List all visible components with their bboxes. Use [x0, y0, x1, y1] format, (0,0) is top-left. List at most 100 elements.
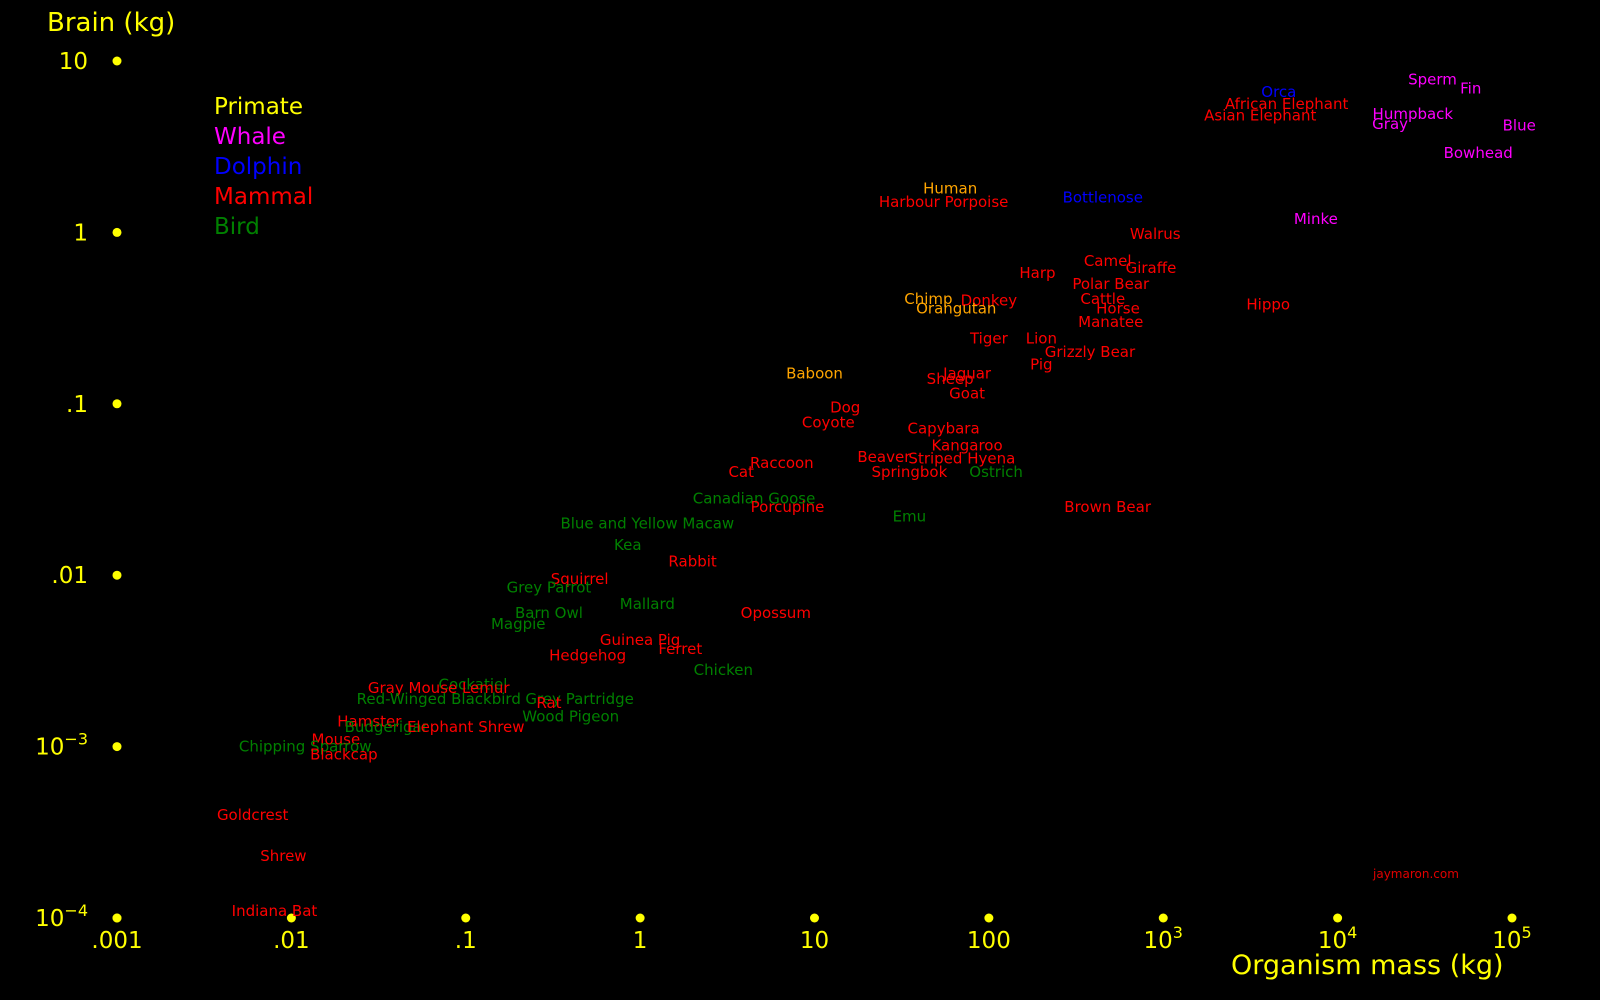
point-label-grey-parrot: Grey Parrot: [507, 578, 592, 596]
point-label-coyote: Coyote: [802, 413, 855, 431]
point-label-rabbit: Rabbit: [668, 553, 716, 571]
point-label-blackcap: Blackcap: [310, 745, 378, 763]
x-tick-dot-10000: [1333, 913, 1343, 923]
point-label-harbour-porpoise: Harbour Porpoise: [879, 193, 1009, 211]
point-label-bottlenose: Bottlenose: [1063, 188, 1143, 206]
x-tick-label-1000: 103: [1144, 923, 1183, 954]
point-label-emu: Emu: [893, 508, 927, 526]
x-tick-dot-0-01: [286, 913, 296, 923]
point-label-blue-and-yellow-macaw: Blue and Yellow Macaw: [560, 515, 734, 533]
point-label-raccoon: Raccoon: [750, 454, 814, 472]
point-label-chimp: Chimp: [904, 290, 952, 308]
point-label-jaguar: Jaguar: [942, 365, 992, 383]
point-label-minke: Minke: [1294, 210, 1338, 228]
point-label-gray-mouse-lemur: Gray Mouse Lemur: [368, 679, 511, 697]
x-tick-label-0-1: .1: [455, 928, 477, 954]
point-label-ferret: Ferret: [658, 640, 702, 658]
legend-entry-mammal: Mammal: [214, 184, 314, 210]
point-label-grizzly-bear: Grizzly Bear: [1045, 343, 1136, 361]
point-label-sheep: Sheep: [927, 370, 974, 388]
legend: Primate Whale Dolphin Mammal Bird: [214, 92, 313, 242]
point-label-tiger: Tiger: [969, 330, 1009, 348]
point-label-hippo: Hippo: [1246, 295, 1290, 313]
point-label-orca: Orca: [1261, 83, 1296, 101]
point-label-opossum: Opossum: [741, 604, 811, 622]
x-tick-label-100: 100: [967, 928, 1011, 954]
point-label-mouse: Mouse: [312, 731, 361, 749]
x-axis-label: Organism mass (kg): [1231, 950, 1504, 981]
x-tick-dot-1: [635, 913, 645, 923]
point-label-blue: Blue: [1503, 117, 1536, 135]
point-label-elephant-shrew: Elephant Shrew: [407, 718, 525, 736]
point-label-polar-bear: Polar Bear: [1072, 275, 1150, 293]
y-tick-label-0-0001: 10−4: [35, 901, 88, 932]
x-tick-label-10: 10: [800, 928, 829, 954]
point-label-horse: Horse: [1096, 299, 1140, 317]
point-label-porcupine: Porcupine: [751, 498, 825, 516]
point-label-mallard: Mallard: [620, 595, 675, 613]
legend-entry-bird: Bird: [214, 214, 260, 240]
y-tick-dot-0-1: [112, 399, 122, 409]
x-tick-label-10000: 104: [1318, 923, 1357, 954]
point-label-baboon: Baboon: [786, 365, 843, 383]
point-label-ostrich: Ostrich: [969, 463, 1023, 481]
point-label-goldcrest: Goldcrest: [217, 806, 289, 824]
point-label-kangaroo: Kangaroo: [931, 437, 1002, 455]
point-label-indiana-bat: Indiana Bat: [232, 902, 318, 920]
y-tick-dot-10: [112, 56, 122, 66]
point-label-wood-pigeon: Wood Pigeon: [522, 707, 619, 725]
x-tick-dot-0-1: [461, 913, 471, 923]
point-label-donkey: Donkey: [961, 292, 1018, 310]
point-label-brown-bear: Brown Bear: [1064, 498, 1152, 516]
point-label-striped-hyena: Striped Hyena: [908, 449, 1015, 467]
point-label-red-winged-blackbird: Red-Winged Blackbird: [357, 690, 521, 708]
point-label-sperm: Sperm: [1408, 70, 1457, 88]
point-label-lion: Lion: [1026, 330, 1057, 348]
point-label-guinea-pig: Guinea Pig: [600, 631, 680, 649]
point-label-magpie: Magpie: [491, 615, 546, 633]
point-label-camel: Camel: [1084, 252, 1132, 270]
point-label-chicken: Chicken: [694, 661, 753, 679]
x-tick-label-100000: 105: [1492, 923, 1531, 954]
y-tick-label-1: 1: [73, 220, 88, 246]
point-label-cattle: Cattle: [1080, 290, 1125, 308]
point-label-cat: Cat: [728, 463, 754, 481]
credit-text: jaymaron.com: [1373, 867, 1459, 881]
y-tick-dot-0-001: [112, 742, 122, 752]
point-label-humpback: Humpback: [1373, 105, 1454, 123]
x-tick-dot-10: [810, 913, 819, 923]
y-axis-label: Brain (kg): [47, 8, 176, 38]
point-label-giraffe: Giraffe: [1126, 259, 1177, 277]
point-label-capybara: Capybara: [908, 419, 980, 437]
legend-entry-whale: Whale: [214, 124, 286, 150]
y-tick-dot-1: [112, 227, 122, 237]
point-label-hedgehog: Hedgehog: [549, 647, 626, 665]
point-label-kea: Kea: [614, 536, 642, 554]
y-tick-dot-0-0001: [112, 913, 122, 923]
y-tick-dot-0-01: [112, 570, 122, 580]
point-label-canadian-goose: Canadian Goose: [693, 490, 816, 508]
point-label-asian-elephant: Asian Elephant: [1204, 107, 1316, 125]
point-label-beaver: Beaver: [857, 448, 911, 466]
point-label-orangutan: Orangutan: [916, 299, 996, 317]
point-label-manatee: Manatee: [1078, 313, 1143, 331]
point-label-shrew: Shrew: [260, 847, 306, 865]
point-label-gray: Gray: [1372, 115, 1408, 133]
point-label-hamster: Hamster: [337, 713, 402, 731]
point-label-rat: Rat: [536, 694, 561, 712]
point-label-cockatiel: Cockatiel: [438, 676, 507, 694]
point-label-dog: Dog: [830, 399, 860, 417]
legend-entry-dolphin: Dolphin: [214, 154, 303, 180]
x-tick-dot-100000: [1507, 913, 1517, 923]
point-label-chipping-sparrow: Chipping Sparrow: [239, 738, 372, 756]
point-label-harp: Harp: [1019, 264, 1055, 282]
x-tick-dot-1000: [1158, 913, 1168, 923]
point-label-fin: Fin: [1460, 80, 1481, 98]
x-tick-label-1: 1: [633, 928, 648, 954]
point-label-walrus: Walrus: [1130, 225, 1181, 243]
x-tick-label-0-01: .01: [273, 928, 310, 954]
x-tick-dot-100: [984, 913, 994, 923]
point-label-goat: Goat: [949, 384, 985, 402]
point-label-pig: Pig: [1030, 355, 1052, 373]
